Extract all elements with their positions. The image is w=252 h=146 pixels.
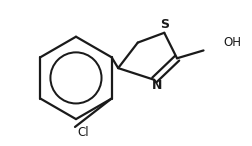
Text: OH: OH — [222, 36, 240, 49]
Text: Cl: Cl — [77, 126, 88, 139]
Text: S: S — [159, 18, 168, 31]
Text: N: N — [152, 79, 162, 92]
